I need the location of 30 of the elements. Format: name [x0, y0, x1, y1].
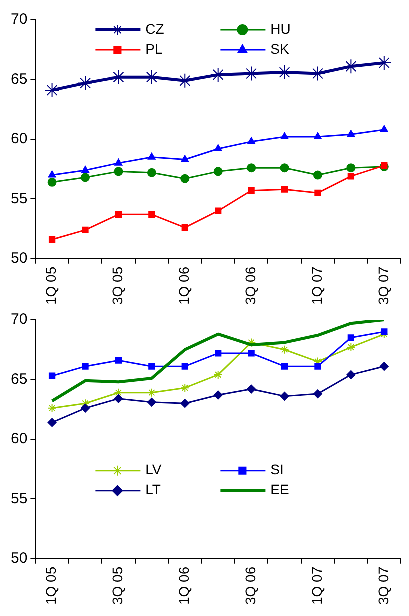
legend-label: HU [270, 20, 291, 37]
x-tick-label: 1Q 07 [308, 566, 325, 606]
x-tick-label: 3Q 05 [110, 566, 126, 606]
legend-label: SI [270, 462, 284, 478]
x-tick-label: 3Q 06 [242, 266, 258, 306]
y-tick-label: 55 [10, 490, 28, 508]
y-tick-label: 55 [10, 190, 28, 208]
legend-label: CZ [146, 20, 165, 37]
legend-label: LV [146, 462, 162, 478]
y-tick-label: 65 [10, 70, 28, 88]
y-tick-label: 60 [10, 430, 28, 448]
y-tick-label: 50 [10, 250, 28, 268]
legend-label: SK [270, 40, 290, 57]
legend-label: PL [146, 40, 164, 57]
x-tick-label: 1Q 07 [308, 266, 325, 306]
legend-label: LT [146, 482, 162, 498]
y-tick-label: 50 [10, 550, 28, 568]
y-tick-label: 65 [10, 370, 28, 388]
x-tick-label: 3Q 05 [110, 266, 126, 306]
y-tick-label: 60 [10, 130, 28, 148]
x-tick-label: 1Q 05 [43, 566, 60, 606]
x-tick-label: 1Q 06 [176, 566, 192, 606]
x-tick-label: 1Q 05 [43, 266, 60, 306]
x-tick-label: 3Q 07 [375, 266, 392, 306]
y-tick-label: 70 [10, 11, 28, 28]
y-tick-label: 70 [10, 311, 28, 328]
x-tick-label: 1Q 06 [176, 266, 192, 306]
legend-label: EE [270, 482, 290, 498]
x-tick-label: 3Q 07 [375, 566, 392, 606]
x-tick-label: 3Q 06 [242, 566, 258, 606]
